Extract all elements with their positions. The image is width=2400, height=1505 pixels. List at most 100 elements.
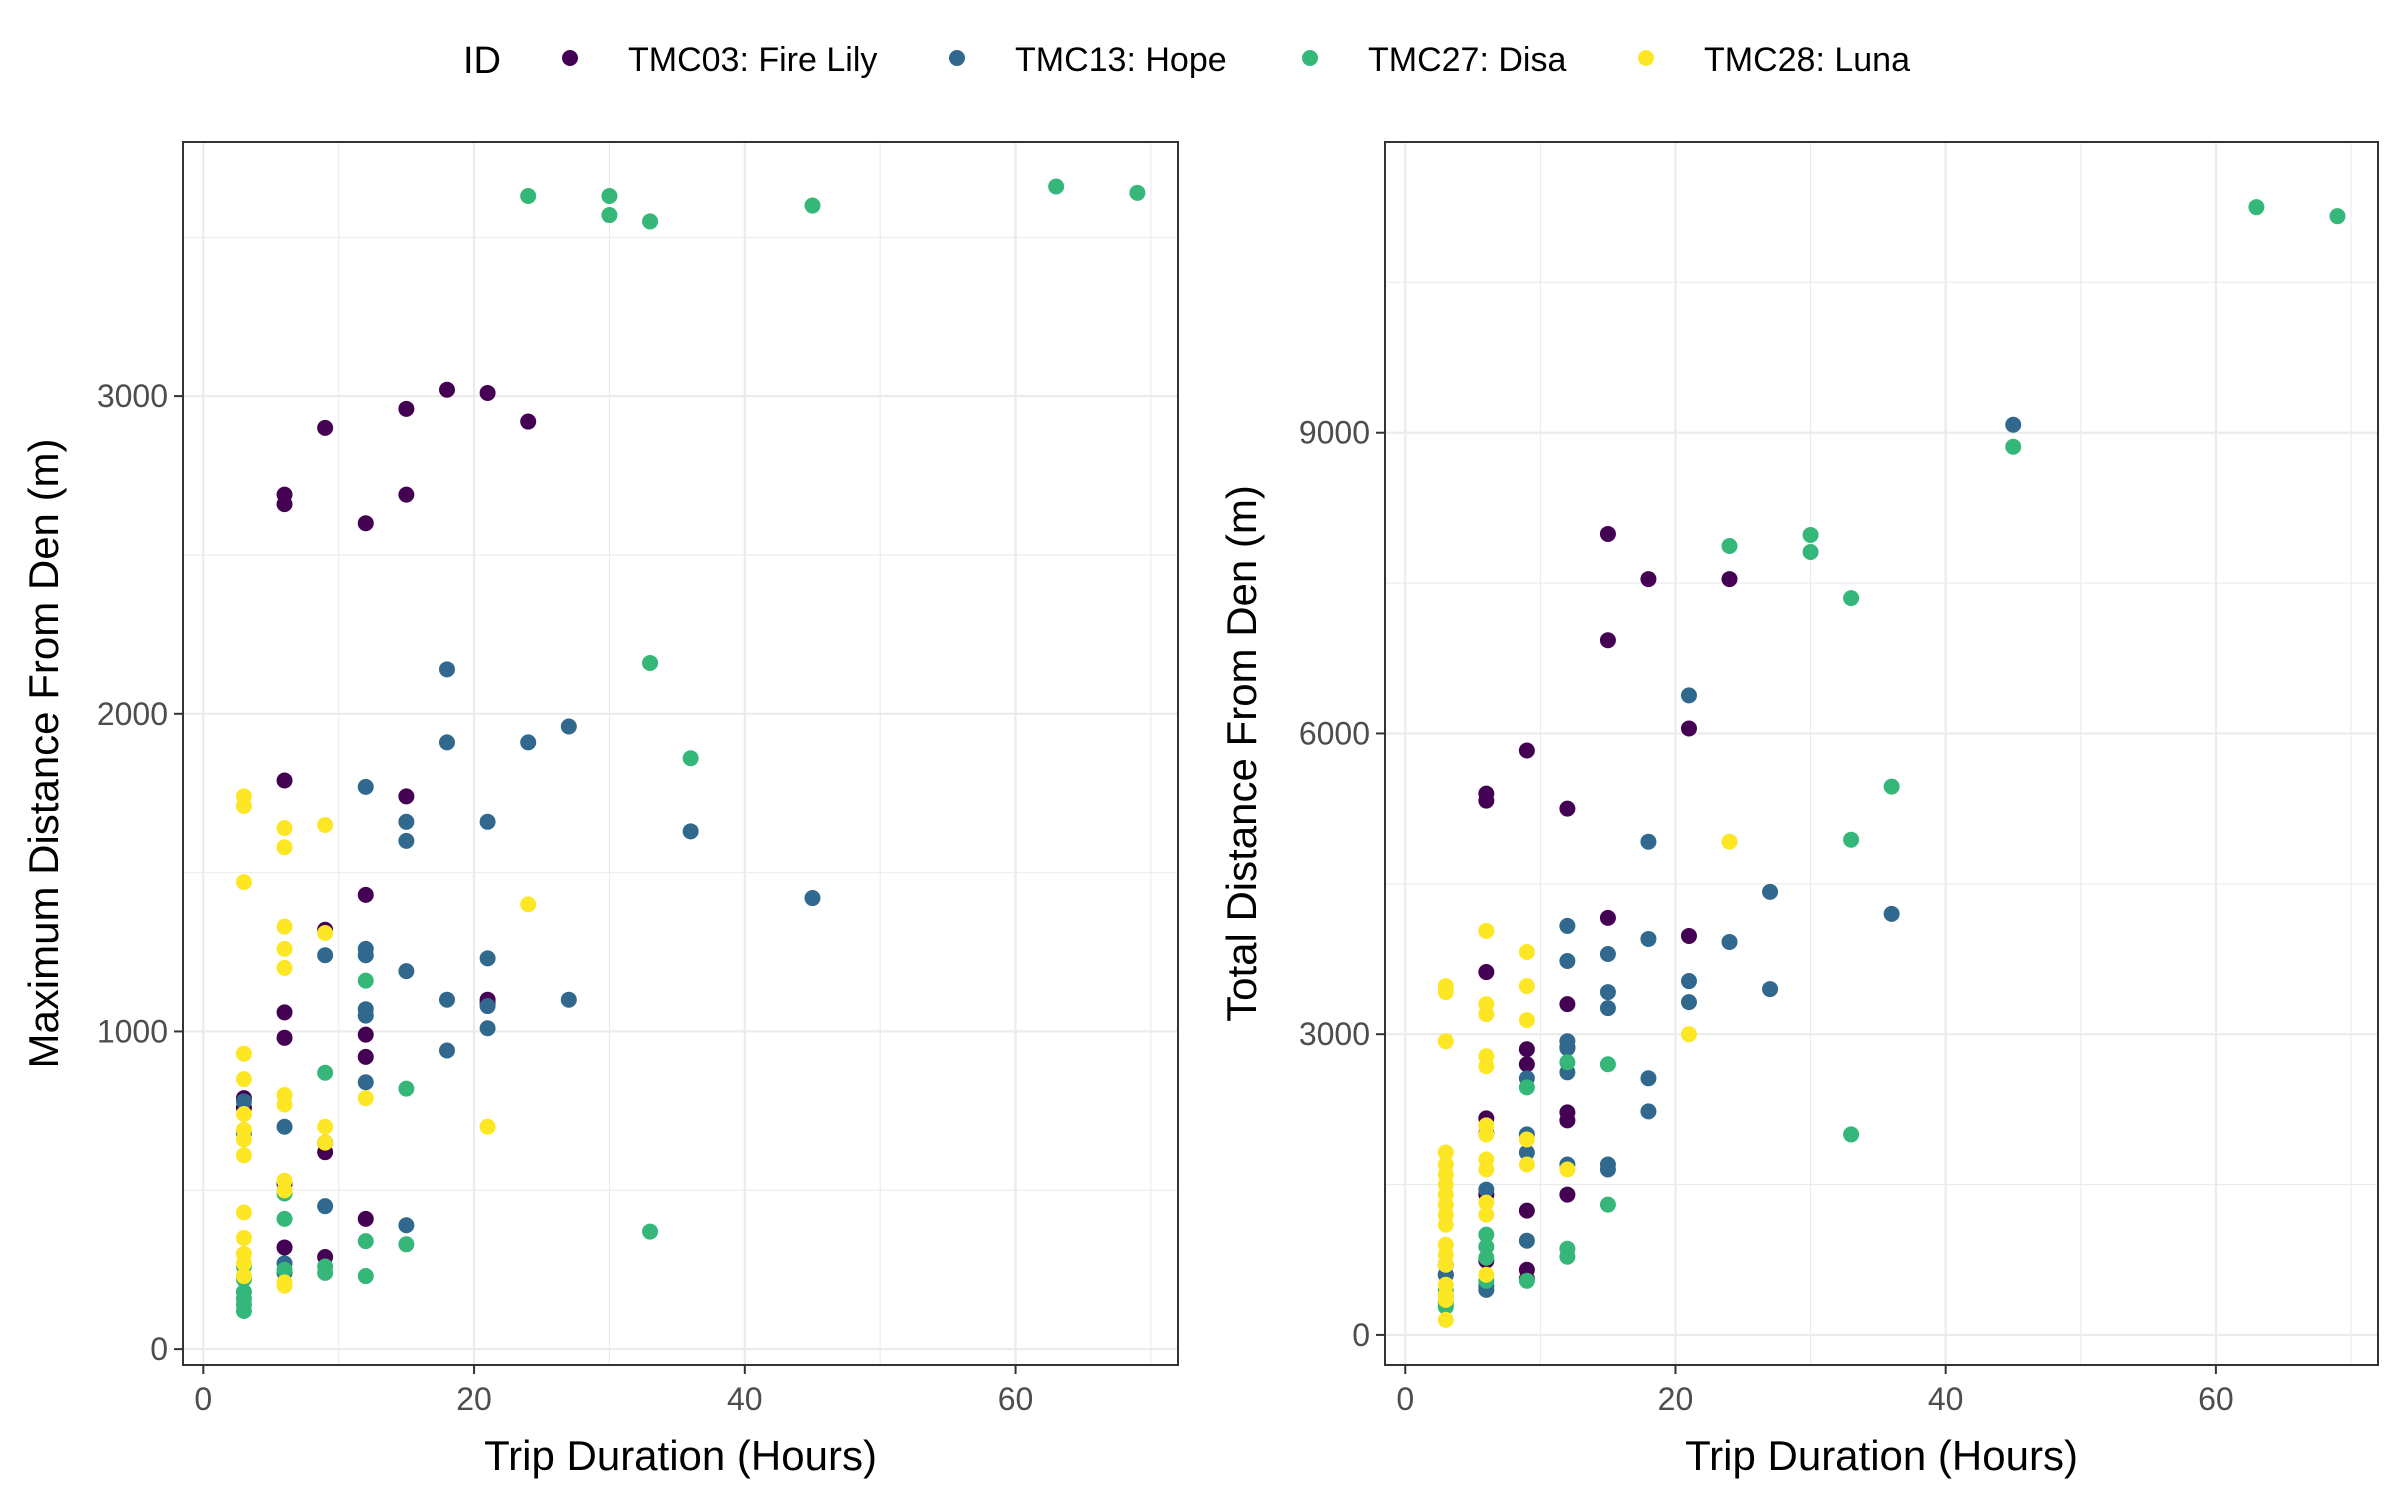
data-point	[1762, 981, 1779, 998]
data-point	[479, 384, 496, 401]
data-point	[317, 419, 334, 436]
data-point	[317, 1064, 334, 1081]
panel-1: 0 20 40 60 0 1000 2000 3000 Trip Duration (Hours…	[20, 141, 1179, 1479]
data-point	[1680, 927, 1697, 944]
data-point	[1599, 945, 1616, 962]
data-point	[1721, 571, 1738, 588]
data-point	[438, 991, 455, 1008]
data-point	[317, 816, 334, 833]
data-point	[1599, 632, 1616, 649]
data-point	[1559, 1112, 1576, 1129]
data-point	[357, 1048, 374, 1065]
data-point	[357, 1007, 374, 1024]
series-3	[1437, 199, 2346, 1315]
data-point	[276, 820, 293, 837]
data-point	[1802, 526, 1819, 543]
data-point	[398, 788, 415, 805]
data-point	[438, 1042, 455, 1059]
data-point	[1640, 1103, 1657, 1120]
data-point	[1843, 1126, 1860, 1143]
y-axis-title: Maximum Distance From Den (m)	[20, 438, 67, 1068]
data-point	[357, 1210, 374, 1227]
data-point	[1478, 1194, 1495, 1211]
x-tick-label: 60	[2198, 1381, 2234, 1417]
data-point	[1559, 917, 1576, 934]
y-tick-label: 0	[150, 1331, 168, 1367]
data-point	[1640, 571, 1657, 588]
data-point	[1518, 1202, 1535, 1219]
data-point	[1802, 544, 1819, 561]
legend-label-3: TMC27: Disa	[1368, 41, 1566, 79]
data-point	[276, 772, 293, 789]
data-point	[1599, 1056, 1616, 1073]
data-point	[520, 413, 537, 430]
data-point	[1640, 833, 1657, 850]
data-point	[1721, 933, 1738, 950]
data-point	[560, 718, 577, 735]
data-point	[398, 1217, 415, 1234]
data-point	[479, 998, 496, 1015]
data-point	[1721, 537, 1738, 554]
series-3	[235, 178, 1146, 1319]
data-point	[276, 1029, 293, 1046]
legend-key-3	[1302, 50, 1318, 66]
data-point	[276, 940, 293, 957]
data-point	[2248, 199, 2265, 216]
data-point	[1883, 905, 1900, 922]
data-point	[1478, 964, 1495, 981]
data-point	[804, 890, 821, 907]
data-point	[398, 486, 415, 503]
x-tick-label: 20	[1658, 1381, 1694, 1417]
data-point	[317, 1264, 334, 1281]
data-point	[682, 823, 699, 840]
data-point	[438, 734, 455, 751]
panel-border	[182, 141, 1179, 1366]
data-point	[357, 1074, 374, 1091]
x-tick-label: 40	[1928, 1381, 1964, 1417]
data-point	[642, 654, 659, 671]
data-point	[276, 1239, 293, 1256]
data-point	[1437, 984, 1454, 1001]
data-point	[479, 1020, 496, 1037]
data-point	[479, 950, 496, 967]
data-point	[357, 1026, 374, 1043]
y-tick-label: 9000	[1299, 415, 1370, 451]
data-point	[1640, 1070, 1657, 1087]
data-point	[1518, 1041, 1535, 1058]
data-point	[520, 734, 537, 751]
data-point	[398, 1236, 415, 1253]
data-point	[1599, 1196, 1616, 1213]
data-point	[1599, 984, 1616, 1001]
data-point	[235, 1229, 252, 1246]
data-point	[398, 963, 415, 980]
data-point	[235, 1268, 252, 1285]
data-point	[438, 661, 455, 678]
data-point	[398, 813, 415, 830]
data-point	[235, 1204, 252, 1221]
series-2	[235, 661, 821, 1281]
x-tick-label: 60	[998, 1381, 1034, 1417]
data-point	[235, 1131, 252, 1148]
data-point	[235, 1093, 252, 1110]
data-point	[1518, 978, 1535, 995]
data-point	[235, 1290, 252, 1307]
data-point	[398, 400, 415, 417]
data-point	[235, 1147, 252, 1164]
data-point	[479, 1118, 496, 1135]
data-point	[2005, 438, 2022, 455]
data-point	[1559, 1186, 1576, 1203]
data-point	[601, 207, 618, 224]
data-point	[357, 778, 374, 795]
legend: ID TMC03: Fire Lily TMC13: Hope TMC27: Dis…	[463, 40, 1910, 82]
data-point	[520, 896, 537, 913]
data-point	[1478, 1249, 1495, 1266]
y-tick-label: 1000	[97, 1013, 168, 1049]
data-point	[1599, 525, 1616, 542]
data-point	[235, 797, 252, 814]
data-point	[438, 381, 455, 398]
x-axis-title: Trip Duration (Hours)	[1685, 1432, 2078, 1479]
legend-label-1: TMC03: Fire Lily	[628, 41, 877, 79]
data-point	[1518, 1272, 1535, 1289]
y-tick-label: 0	[1352, 1317, 1370, 1353]
